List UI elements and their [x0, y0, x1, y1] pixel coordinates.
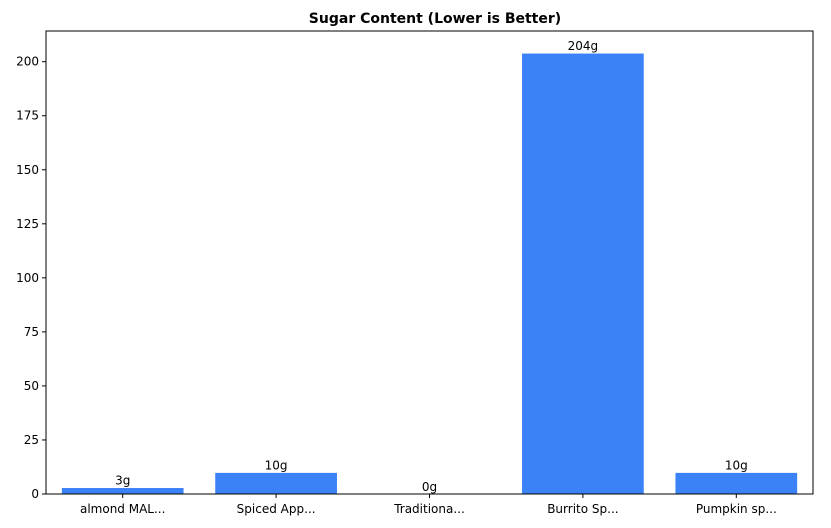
x-tick-label-4: Pumpkin sp...: [696, 502, 777, 516]
data-label-3: 204g: [568, 39, 599, 53]
x-tick-label-3: Burrito Sp...: [547, 502, 618, 516]
data-label-0: 3g: [115, 474, 130, 488]
x-tick-label-2: Traditiona...: [393, 502, 465, 516]
y-tick-label-1: 25: [24, 433, 39, 447]
y-tick-label-5: 125: [16, 217, 39, 231]
bar-4: [674, 471, 799, 495]
y-tick-label-2: 50: [24, 379, 39, 393]
data-label-4: 10g: [725, 458, 748, 472]
chart-title: Sugar Content (Lower is Better): [309, 11, 561, 27]
y-axis: 0 25 50 75 100 125 150 175 200: [16, 55, 46, 501]
y-tick-label-6: 150: [16, 163, 39, 177]
y-tick-label-4: 100: [16, 271, 39, 285]
bars-layer: [60, 52, 799, 495]
y-tick-label-7: 175: [16, 109, 39, 123]
data-label-2: 0g: [422, 480, 437, 494]
data-labels-layer: 3g 10g 0g 204g 10g: [115, 39, 748, 494]
y-tick-label-8: 200: [16, 55, 39, 69]
data-label-1: 10g: [265, 458, 288, 472]
x-tick-label-0: almond MAL...: [80, 502, 165, 516]
x-tick-label-1: Spiced App...: [237, 502, 316, 516]
plot-frame: [45, 30, 814, 495]
x-axis: almond MAL... Spiced App... Traditiona... B…: [80, 494, 777, 516]
bar-1: [214, 471, 338, 495]
bar-3: [521, 52, 645, 495]
y-tick-label-0: 0: [31, 487, 39, 501]
y-tick-label-3: 75: [24, 325, 39, 339]
bar-0: [60, 487, 185, 495]
